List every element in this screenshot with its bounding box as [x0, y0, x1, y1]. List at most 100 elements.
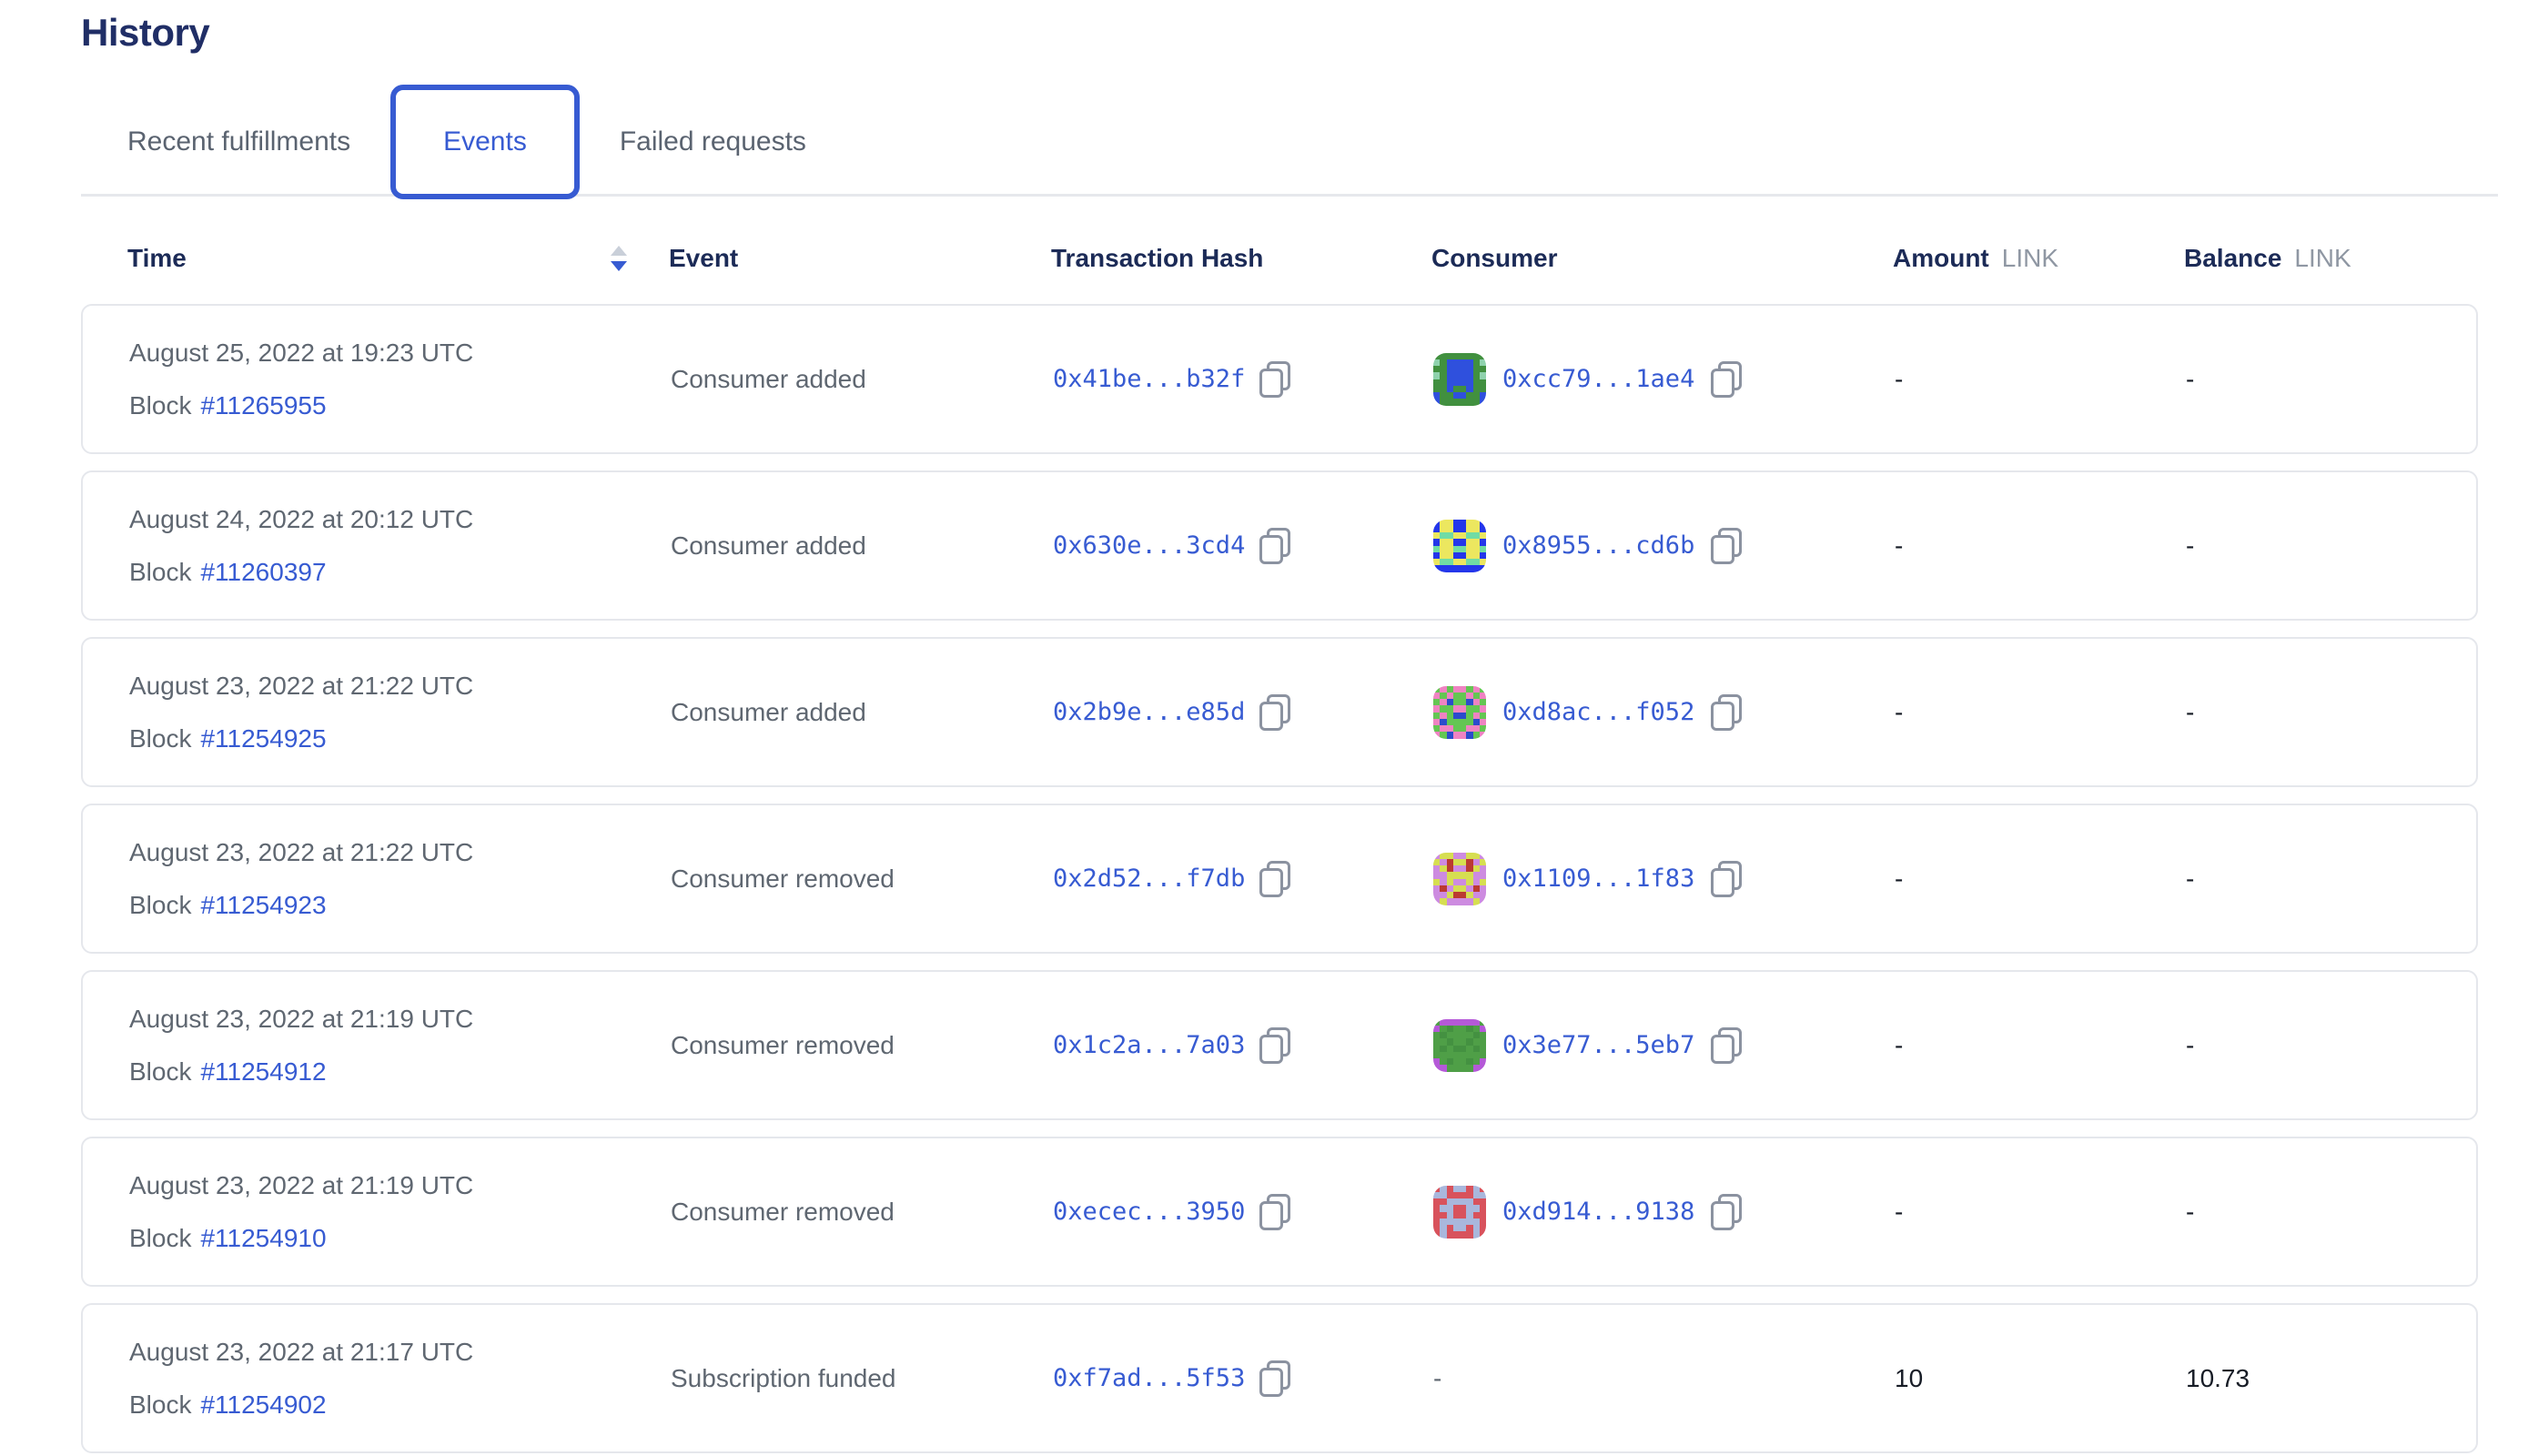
consumer-address-link[interactable]: 0x3e77...5eb7	[1502, 1031, 1695, 1059]
column-header-consumer: Consumer	[1431, 244, 1558, 272]
consumer-avatar	[1433, 352, 1486, 406]
transaction-hash-cell: 0x41be...b32f	[1053, 360, 1433, 398]
tab-events[interactable]: Events	[390, 85, 580, 199]
consumer-avatar	[1433, 519, 1486, 572]
consumer-address-link[interactable]: 0x1109...1f83	[1502, 864, 1695, 893]
consumer-address-link[interactable]: 0x8955...cd6b	[1502, 531, 1695, 560]
block-number-link[interactable]: #11260397	[200, 557, 327, 586]
sort-arrow-up-icon	[611, 246, 627, 256]
event-type: Consumer added	[671, 531, 866, 560]
amount-value: -	[1895, 1197, 1904, 1226]
block-label: Block	[129, 1390, 192, 1419]
time-cell: August 24, 2022 at 20:12 UTC Block #1126…	[129, 505, 671, 587]
time-cell: August 23, 2022 at 21:22 UTC Block #1125…	[129, 672, 671, 753]
transaction-hash-cell: 0xecec...3950	[1053, 1193, 1433, 1230]
column-header-event: Event	[669, 244, 739, 272]
block-label: Block	[129, 557, 192, 586]
consumer-cell: 0x1109...1f83	[1433, 852, 1895, 905]
column-header-balance: Balance LINK	[2184, 244, 2351, 272]
table-row: August 25, 2022 at 19:23 UTC Block #1126…	[81, 304, 2478, 454]
time-cell: August 23, 2022 at 21:17 UTC Block #1125…	[129, 1338, 671, 1420]
time-cell: August 25, 2022 at 19:23 UTC Block #1126…	[129, 339, 671, 420]
balance-value: -	[2186, 864, 2195, 893]
time-cell: August 23, 2022 at 21:19 UTC Block #1125…	[129, 1171, 671, 1253]
transaction-hash-link[interactable]: 0x2b9e...e85d	[1053, 698, 1246, 726]
balance-value: -	[2186, 364, 2195, 393]
copy-transaction-hash-icon[interactable]	[1259, 360, 1291, 398]
block-number-link[interactable]: #11254923	[200, 890, 327, 919]
block-number-link[interactable]: #11254912	[200, 1057, 327, 1086]
event-timestamp: August 23, 2022 at 21:22 UTC	[129, 671, 474, 700]
amount-value: -	[1895, 864, 1904, 893]
event-type: Subscription funded	[671, 1363, 896, 1392]
tab-recent-fulfillments[interactable]: Recent fulfillments	[127, 126, 351, 157]
amount-value: -	[1895, 1030, 1904, 1059]
transaction-hash-link[interactable]: 0x2d52...f7db	[1053, 864, 1246, 893]
column-header-time[interactable]: Time	[127, 244, 669, 273]
copy-consumer-address-icon[interactable]	[1711, 1193, 1743, 1230]
sort-icon[interactable]	[611, 246, 627, 271]
amount-value: -	[1895, 364, 1904, 393]
block-number-link[interactable]: #11254902	[200, 1390, 327, 1419]
table-header: Time Event Transaction Hash Consumer Amo…	[81, 244, 2478, 273]
consumer-address-link[interactable]: 0xd914...9138	[1502, 1198, 1695, 1226]
block-number-link[interactable]: #11254910	[200, 1223, 327, 1252]
consumer-cell: 0xcc79...1ae4	[1433, 352, 1895, 406]
copy-transaction-hash-icon[interactable]	[1259, 1026, 1291, 1064]
copy-transaction-hash-icon[interactable]	[1259, 860, 1291, 897]
balance-value: -	[2186, 1030, 2195, 1059]
block-number-link[interactable]: #11265955	[200, 390, 327, 420]
transaction-hash-cell: 0x2d52...f7db	[1053, 860, 1433, 897]
copy-consumer-address-icon[interactable]	[1711, 693, 1743, 731]
amount-value: -	[1895, 531, 1904, 560]
tab-bar: Recent fulfillments Events Failed reques…	[81, 82, 2507, 202]
copy-transaction-hash-icon[interactable]	[1259, 1193, 1291, 1230]
consumer-address-link: -	[1433, 1363, 1442, 1392]
table-row: August 23, 2022 at 21:19 UTC Block #1125…	[81, 1137, 2478, 1287]
time-cell: August 23, 2022 at 21:19 UTC Block #1125…	[129, 1005, 671, 1087]
event-type: Consumer added	[671, 697, 866, 726]
event-timestamp: August 23, 2022 at 21:22 UTC	[129, 837, 474, 866]
table-row: August 23, 2022 at 21:22 UTC Block #1125…	[81, 804, 2478, 954]
amount-value: -	[1895, 697, 1904, 726]
copy-transaction-hash-icon[interactable]	[1259, 1360, 1291, 1397]
transaction-hash-link[interactable]: 0x630e...3cd4	[1053, 531, 1246, 560]
transaction-hash-cell: 0x2b9e...e85d	[1053, 693, 1433, 731]
copy-consumer-address-icon[interactable]	[1711, 1026, 1743, 1064]
consumer-cell: 0x8955...cd6b	[1433, 519, 1895, 572]
table-row: August 23, 2022 at 21:22 UTC Block #1125…	[81, 637, 2478, 787]
event-rows: August 25, 2022 at 19:23 UTC Block #1126…	[81, 304, 2528, 1453]
copy-consumer-address-icon[interactable]	[1711, 360, 1743, 398]
event-type: Consumer removed	[671, 1197, 895, 1226]
table-row: August 23, 2022 at 21:19 UTC Block #1125…	[81, 970, 2478, 1120]
transaction-hash-link[interactable]: 0x1c2a...7a03	[1053, 1031, 1246, 1059]
balance-value: -	[2186, 697, 2195, 726]
event-type: Consumer added	[671, 364, 866, 393]
copy-consumer-address-icon[interactable]	[1711, 860, 1743, 897]
consumer-address-link[interactable]: 0xcc79...1ae4	[1502, 365, 1695, 393]
amount-unit-label: LINK	[2001, 244, 2059, 272]
page-title: History	[81, 11, 210, 54]
sort-arrow-down-icon	[611, 261, 627, 271]
block-label: Block	[129, 1223, 192, 1252]
transaction-hash-link[interactable]: 0x41be...b32f	[1053, 365, 1246, 393]
transaction-hash-link[interactable]: 0xecec...3950	[1053, 1198, 1246, 1226]
consumer-cell: -	[1433, 1364, 1895, 1393]
copy-transaction-hash-icon[interactable]	[1259, 693, 1291, 731]
transaction-hash-cell: 0xf7ad...5f53	[1053, 1360, 1433, 1397]
consumer-cell: 0xd8ac...f052	[1433, 685, 1895, 739]
column-header-amount: Amount LINK	[1893, 244, 2059, 272]
copy-consumer-address-icon[interactable]	[1711, 527, 1743, 564]
consumer-address-link[interactable]: 0xd8ac...f052	[1502, 698, 1695, 726]
copy-transaction-hash-icon[interactable]	[1259, 527, 1291, 564]
event-timestamp: August 25, 2022 at 19:23 UTC	[129, 338, 474, 367]
table-row: August 23, 2022 at 21:17 UTC Block #1125…	[81, 1303, 2478, 1453]
transaction-hash-link[interactable]: 0xf7ad...5f53	[1053, 1364, 1246, 1392]
column-header-transaction-hash: Transaction Hash	[1051, 244, 1264, 272]
event-type: Consumer removed	[671, 1030, 895, 1059]
balance-value: -	[2186, 1197, 2195, 1226]
tab-failed-requests[interactable]: Failed requests	[619, 126, 806, 157]
event-timestamp: August 24, 2022 at 20:12 UTC	[129, 504, 474, 533]
block-number-link[interactable]: #11254925	[200, 723, 327, 753]
